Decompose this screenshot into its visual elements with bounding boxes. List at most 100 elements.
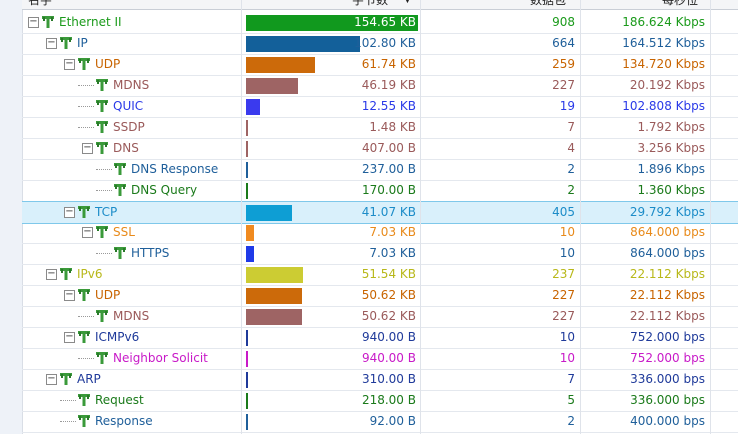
protocol-icon: [96, 352, 108, 364]
bytes-bar: [246, 372, 248, 388]
header-bytes[interactable]: 字节数: [352, 0, 389, 7]
rate-value: 164.512 Kbps: [622, 36, 705, 50]
bytes-value: 61.74 KB: [361, 57, 416, 71]
tree-row[interactable]: SSDP 1.48 KB 7 1.792 Kbps: [22, 117, 738, 139]
tree-guide: [78, 85, 94, 86]
column-separator: [420, 0, 421, 434]
rate-value: 1.792 Kbps: [637, 120, 705, 134]
packets-value: 5: [567, 393, 575, 407]
rate-value: 3.256 Kbps: [637, 141, 705, 155]
tree-row[interactable]: − Ethernet II 154.65 KB 908 186.624 Kbps: [22, 12, 738, 34]
left-gutter: [0, 0, 23, 434]
bytes-value: 310.00 B: [361, 372, 416, 386]
collapse-icon[interactable]: −: [64, 331, 75, 343]
protocol-name: SSL: [113, 225, 135, 239]
bytes-bar: [246, 288, 302, 304]
tree-row[interactable]: − IP 102.80 KB 664 164.512 Kbps: [22, 33, 738, 55]
tree-guide: [96, 190, 112, 191]
packets-value: 259: [552, 57, 575, 71]
rate-value: 20.192 Kbps: [629, 78, 705, 92]
packets-value: 2: [567, 183, 575, 197]
collapse-icon[interactable]: −: [28, 16, 39, 28]
tree-row[interactable]: − SSL 7.03 KB 10 864.000 bps: [22, 222, 738, 244]
protocol-icon: [96, 310, 108, 322]
collapse-icon[interactable]: −: [82, 142, 93, 154]
header-name[interactable]: 名字: [28, 0, 53, 7]
protocol-name: QUIC: [113, 99, 144, 113]
protocol-name: ARP: [77, 372, 101, 386]
tree-row[interactable]: MDNS 50.62 KB 227 22.112 Kbps: [22, 306, 738, 328]
protocol-icon: [96, 100, 108, 112]
tree-row[interactable]: − ARP 310.00 B 7 336.000 bps: [22, 369, 738, 391]
protocol-icon: [78, 206, 90, 218]
collapse-icon[interactable]: −: [46, 37, 57, 49]
tree-row[interactable]: DNS Query 170.00 B 2 1.360 Kbps: [22, 180, 738, 202]
packets-value: 10: [559, 351, 575, 365]
collapse-icon[interactable]: −: [64, 289, 75, 301]
rate-value: 752.000 bps: [630, 330, 705, 344]
bytes-value: 940.00 B: [361, 330, 416, 344]
bytes-bar: [246, 205, 292, 221]
packets-value: 4: [567, 141, 575, 155]
tree-guide: [60, 421, 76, 422]
packets-value: 10: [559, 330, 575, 344]
column-header: 名字 字节数 ▼ 数据包 每秒位: [22, 0, 738, 10]
protocol-icon: [78, 58, 90, 70]
rate-value: 864.000 bps: [630, 225, 705, 239]
tree-row[interactable]: MDNS 46.19 KB 227 20.192 Kbps: [22, 75, 738, 97]
protocol-name: IPv6: [77, 267, 103, 281]
bytes-value: 170.00 B: [361, 183, 416, 197]
bytes-bar: [246, 330, 248, 346]
bytes-bar: [246, 141, 248, 157]
tree-row[interactable]: Response 92.00 B 2 400.000 bps: [22, 411, 738, 433]
tree-row[interactable]: − IPv6 51.54 KB 237 22.112 Kbps: [22, 264, 738, 286]
collapse-icon[interactable]: −: [82, 226, 93, 238]
protocol-name: ICMPv6: [95, 330, 140, 344]
packets-value: 405: [552, 205, 575, 219]
packets-value: 227: [552, 288, 575, 302]
bytes-bar: [246, 183, 248, 199]
tree-row[interactable]: − TCP 41.07 KB 405 29.792 Kbps: [22, 201, 738, 224]
bytes-value: 940.00 B: [361, 351, 416, 365]
rate-value: 752.000 bps: [630, 351, 705, 365]
packets-value: 664: [552, 36, 575, 50]
bytes-value: 50.62 KB: [361, 309, 416, 323]
protocol-icon: [114, 247, 126, 259]
tree-row[interactable]: Neighbor Solicit 940.00 B 10 752.000 bps: [22, 348, 738, 370]
protocol-name: Ethernet II: [59, 15, 122, 29]
header-rate[interactable]: 每秒位: [662, 0, 699, 7]
packets-value: 2: [567, 414, 575, 428]
protocol-icon: [78, 394, 90, 406]
protocol-icon: [96, 142, 108, 154]
protocol-name: IP: [77, 36, 88, 50]
tree-row[interactable]: − UDP 50.62 KB 227 22.112 Kbps: [22, 285, 738, 307]
sort-desc-icon[interactable]: ▼: [404, 0, 411, 5]
rate-value: 29.792 Kbps: [629, 205, 705, 219]
collapse-icon[interactable]: −: [64, 206, 75, 218]
bytes-value: 92.00 B: [369, 414, 416, 428]
collapse-icon[interactable]: −: [46, 373, 57, 385]
header-packets[interactable]: 数据包: [530, 0, 567, 7]
tree-row[interactable]: DNS Response 237.00 B 2 1.896 Kbps: [22, 159, 738, 181]
tree-row[interactable]: − UDP 61.74 KB 259 134.720 Kbps: [22, 54, 738, 76]
protocol-icon: [78, 289, 90, 301]
bytes-value: 51.54 KB: [361, 267, 416, 281]
tree-guide: [78, 358, 94, 359]
tree-guide: [60, 400, 76, 401]
tree-row[interactable]: Request 218.00 B 5 336.000 bps: [22, 390, 738, 412]
collapse-icon[interactable]: −: [46, 268, 57, 280]
tree-row[interactable]: − ICMPv6 940.00 B 10 752.000 bps: [22, 327, 738, 349]
rate-value: 1.360 Kbps: [637, 183, 705, 197]
protocol-icon: [114, 163, 126, 175]
bytes-bar: [246, 36, 360, 52]
bytes-bar: [246, 414, 248, 430]
bytes-bar: [246, 78, 298, 94]
tree-row[interactable]: QUIC 12.55 KB 19 102.808 Kbps: [22, 96, 738, 118]
tree-row[interactable]: HTTPS 7.03 KB 10 864.000 bps: [22, 243, 738, 265]
bytes-bar: [246, 225, 254, 241]
tree-row[interactable]: − DNS 407.00 B 4 3.256 Kbps: [22, 138, 738, 160]
bytes-value: 407.00 B: [361, 141, 416, 155]
protocol-icon: [78, 331, 90, 343]
protocol-name: DNS Query: [131, 183, 198, 197]
collapse-icon[interactable]: −: [64, 58, 75, 70]
